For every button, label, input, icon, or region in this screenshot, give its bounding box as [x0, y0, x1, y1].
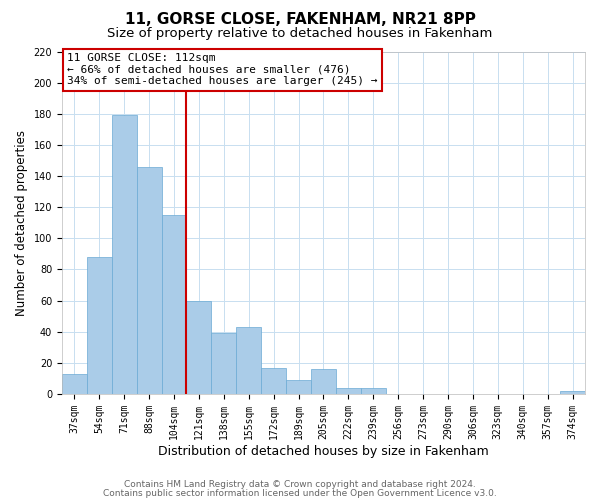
X-axis label: Distribution of detached houses by size in Fakenham: Distribution of detached houses by size …	[158, 444, 489, 458]
Text: 11, GORSE CLOSE, FAKENHAM, NR21 8PP: 11, GORSE CLOSE, FAKENHAM, NR21 8PP	[125, 12, 475, 28]
Bar	[87, 257, 112, 394]
Bar	[137, 166, 161, 394]
Bar	[336, 388, 361, 394]
Y-axis label: Number of detached properties: Number of detached properties	[15, 130, 28, 316]
Bar	[211, 334, 236, 394]
Bar	[560, 391, 585, 394]
Bar	[161, 215, 187, 394]
Bar	[286, 380, 311, 394]
Bar	[311, 369, 336, 394]
Bar	[361, 388, 386, 394]
Bar	[112, 116, 137, 394]
Bar	[62, 374, 87, 394]
Bar	[187, 300, 211, 394]
Bar	[236, 327, 261, 394]
Bar	[261, 368, 286, 394]
Text: 11 GORSE CLOSE: 112sqm
← 66% of detached houses are smaller (476)
34% of semi-de: 11 GORSE CLOSE: 112sqm ← 66% of detached…	[67, 53, 377, 86]
Text: Contains HM Land Registry data © Crown copyright and database right 2024.: Contains HM Land Registry data © Crown c…	[124, 480, 476, 489]
Text: Contains public sector information licensed under the Open Government Licence v3: Contains public sector information licen…	[103, 490, 497, 498]
Text: Size of property relative to detached houses in Fakenham: Size of property relative to detached ho…	[107, 28, 493, 40]
